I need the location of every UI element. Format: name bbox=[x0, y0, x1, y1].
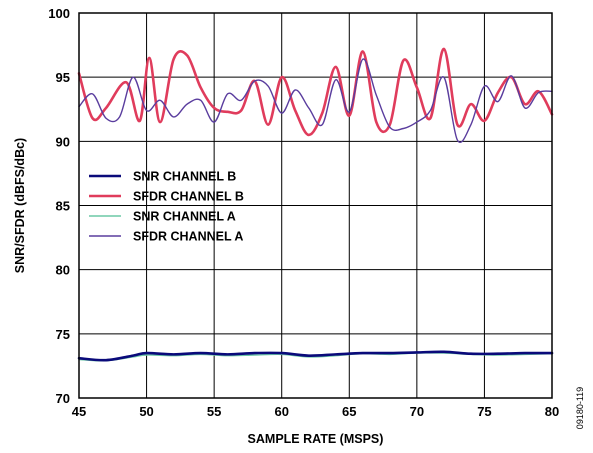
x-tick-label: 75 bbox=[477, 404, 491, 419]
legend-label: SFDR CHANNEL A bbox=[133, 230, 243, 244]
figure-id: 09180-119 bbox=[575, 387, 585, 429]
y-tick-labels: 70 75 80 85 90 95 100 bbox=[48, 6, 70, 406]
x-tick-label: 60 bbox=[274, 404, 288, 419]
x-tick-label: 70 bbox=[410, 404, 424, 419]
x-tick-label: 80 bbox=[545, 404, 559, 419]
y-tick-label: 95 bbox=[56, 70, 70, 85]
series-line-sfdr-channel-a bbox=[78, 58, 553, 143]
series-line-snr-channel-b bbox=[77, 350, 554, 362]
x-axis-label: SAMPLE RATE (MSPS) bbox=[248, 432, 384, 446]
series-lines bbox=[77, 47, 554, 362]
legend-label: SNR CHANNEL B bbox=[133, 170, 236, 184]
plot-frame bbox=[78, 12, 553, 399]
y-axis-label: SNR/SFDR (dBFS/dBc) bbox=[13, 138, 27, 273]
y-tick-label: 85 bbox=[56, 199, 70, 214]
legend-label: SNR CHANNEL A bbox=[133, 210, 236, 224]
grid bbox=[79, 13, 552, 398]
y-tick-label: 70 bbox=[56, 391, 70, 406]
x-tick-label: 50 bbox=[139, 404, 153, 419]
x-tick-label: 45 bbox=[72, 404, 86, 419]
legend-label: SFDR CHANNEL B bbox=[133, 190, 244, 204]
y-tick-label: 100 bbox=[48, 6, 70, 21]
legend: SNR CHANNEL B SFDR CHANNEL B SNR CHANNEL A… bbox=[89, 170, 244, 244]
x-tick-label: 65 bbox=[342, 404, 356, 419]
x-tick-labels: 45 50 55 60 65 70 75 80 bbox=[72, 404, 559, 419]
y-tick-label: 75 bbox=[56, 327, 70, 342]
y-tick-label: 80 bbox=[56, 263, 70, 278]
y-tick-label: 90 bbox=[56, 134, 70, 149]
x-tick-label: 55 bbox=[207, 404, 221, 419]
series-line-sfdr-channel-b bbox=[77, 47, 554, 137]
